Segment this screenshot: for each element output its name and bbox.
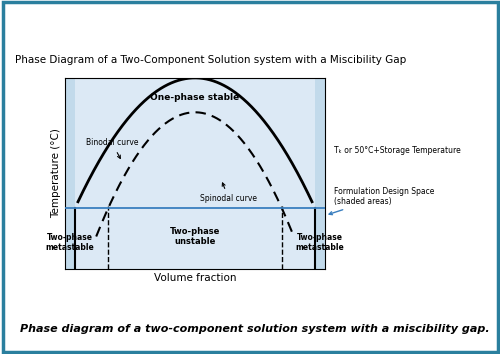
Text: Spinodal curve: Spinodal curve <box>200 183 257 203</box>
Text: Tₖ or 50°C+Storage Temperature: Tₖ or 50°C+Storage Temperature <box>334 146 460 155</box>
Text: Binodal curve: Binodal curve <box>86 138 139 159</box>
Text: Phase Diagram of a Two-Component Solution system with a Miscibility Gap: Phase Diagram of a Two-Component Solutio… <box>15 55 406 65</box>
Text: One-phase stable: One-phase stable <box>150 93 240 102</box>
Text: Formulation Design Space
(shaded areas): Formulation Design Space (shaded areas) <box>329 187 434 215</box>
Text: Phase diagram of a two-component solution system with a miscibility gap.: Phase diagram of a two-component solutio… <box>20 324 489 334</box>
X-axis label: Volume fraction: Volume fraction <box>154 273 236 283</box>
Text: Two-phase
metastable: Two-phase metastable <box>296 233 344 252</box>
Y-axis label: Temperature (°C): Temperature (°C) <box>51 129 61 218</box>
Text: Two-phase
metastable: Two-phase metastable <box>46 233 94 252</box>
Bar <box>315 78 325 269</box>
Bar <box>65 78 75 269</box>
Text: F I G U R E  1: F I G U R E 1 <box>185 12 316 30</box>
Text: Two-phase
unstable: Two-phase unstable <box>170 227 220 246</box>
